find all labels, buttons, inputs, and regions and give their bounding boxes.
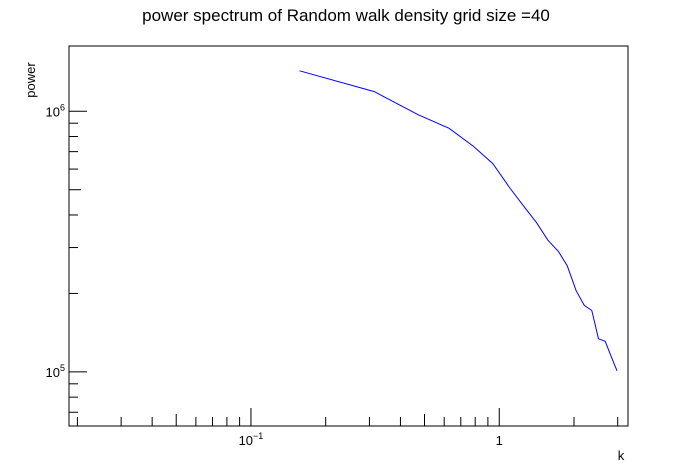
y-axis-tick-labels: 105 106 (46, 102, 65, 380)
x-axis-tick-labels: 10−1 1 (239, 431, 503, 448)
x-axis-ticks (76, 408, 619, 426)
series-line (299, 70, 618, 371)
y-axis-label: power (23, 62, 38, 98)
x-axis-label: k (618, 448, 625, 463)
y-tick-label: 105 (46, 363, 65, 380)
y-tick-label: 106 (46, 102, 65, 119)
x-tick-label: 10−1 (239, 431, 264, 448)
x-tick-label: 1 (496, 433, 503, 448)
plot-frame (68, 45, 629, 427)
chart-title: power spectrum of Random walk density gr… (142, 6, 550, 25)
y-axis-ticks (69, 110, 87, 413)
